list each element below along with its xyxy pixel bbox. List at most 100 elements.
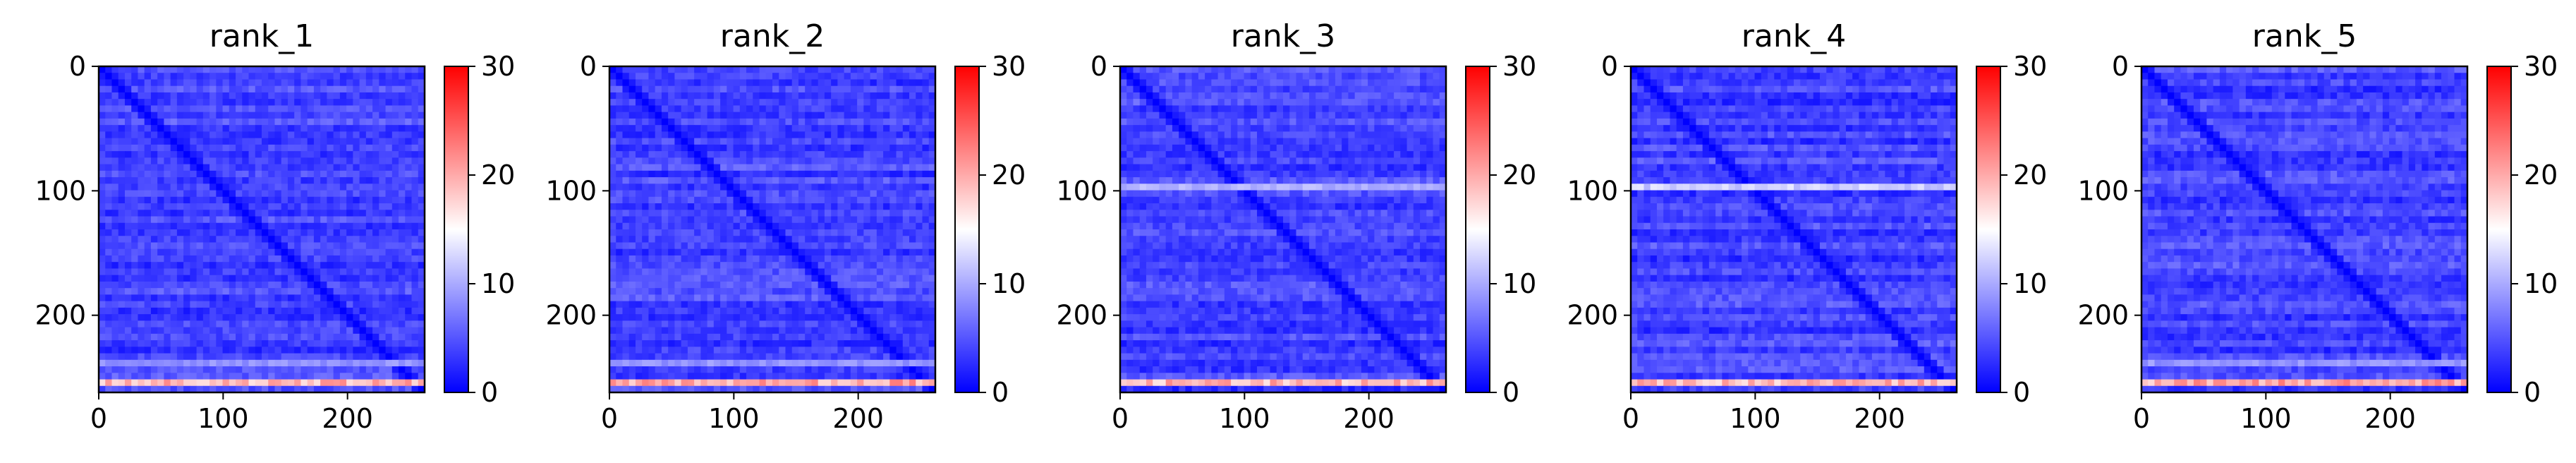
- heatmap-cell: [164, 340, 171, 347]
- heatmap-cell: [222, 255, 230, 263]
- heatmap-cell: [896, 262, 904, 270]
- heatmap-cell: [863, 151, 871, 158]
- heatmap-cell: [772, 203, 779, 210]
- heatmap-cell: [236, 190, 243, 198]
- heatmap-cell: [837, 85, 845, 93]
- heatmap-cell: [418, 359, 425, 367]
- heatmap-cell: [190, 294, 198, 302]
- heatmap-cell: [628, 333, 636, 341]
- heatmap-cell: [707, 301, 715, 308]
- heatmap-cell: [635, 210, 643, 217]
- heatmap-cell: [616, 79, 624, 87]
- heatmap-cell: [176, 79, 184, 87]
- heatmap-cell: [772, 222, 779, 230]
- heatmap-cell: [138, 262, 145, 270]
- heatmap-cell: [176, 73, 184, 80]
- heatmap-cell: [922, 288, 930, 295]
- heatmap-cell: [922, 138, 930, 145]
- heatmap-cell: [818, 157, 825, 165]
- heatmap-cell: [365, 79, 373, 87]
- heatmap-cell: [889, 366, 897, 373]
- heatmap-cell: [870, 314, 877, 321]
- heatmap-cell: [818, 222, 825, 230]
- heatmap-cell: [209, 320, 217, 328]
- heatmap-cell: [313, 66, 321, 73]
- heatmap-cell: [733, 347, 741, 354]
- heatmap-cell: [202, 131, 210, 139]
- heatmap-cell: [411, 262, 419, 270]
- heatmap-cell: [791, 138, 799, 145]
- heatmap-cell: [294, 184, 302, 191]
- heatmap-cell: [99, 385, 106, 393]
- heatmap-cell: [902, 73, 910, 80]
- heatmap-cell: [255, 92, 262, 100]
- heatmap-cell: [124, 281, 132, 289]
- heatmap-cell: [648, 229, 656, 236]
- heatmap-cell: [281, 385, 288, 393]
- heatmap-cell: [216, 190, 224, 198]
- heatmap-cell: [202, 327, 210, 335]
- heatmap-cell: [294, 216, 302, 224]
- heatmap-cell: [746, 105, 753, 113]
- heatmap-cell: [681, 248, 688, 256]
- heatmap-cell: [372, 385, 379, 393]
- heatmap-cell: [333, 99, 341, 107]
- heatmap-cell: [922, 275, 930, 282]
- heatmap-cell: [765, 281, 773, 289]
- heatmap-cell: [922, 320, 930, 328]
- heatmap-cell: [928, 164, 936, 172]
- heatmap-cell: [274, 236, 282, 243]
- heatmap-cell: [183, 190, 190, 198]
- heatmap-cell: [661, 170, 669, 178]
- heatmap-cell: [229, 347, 236, 354]
- heatmap-cell: [196, 320, 204, 328]
- heatmap-cell: [379, 125, 387, 132]
- heatmap-cell: [694, 366, 701, 373]
- heatmap-cell: [687, 327, 695, 335]
- heatmap-cell: [365, 294, 373, 302]
- heatmap-cell: [720, 347, 727, 354]
- heatmap-cell: [928, 307, 936, 315]
- heatmap-cell: [883, 281, 890, 289]
- heatmap-cell: [405, 379, 413, 387]
- heatmap-cell: [372, 184, 379, 191]
- heatmap-cell: [922, 281, 930, 289]
- heatmap-cell: [202, 125, 210, 132]
- heatmap-cell: [616, 105, 624, 113]
- heatmap-cell: [720, 255, 727, 263]
- heatmap-cell: [150, 216, 158, 224]
- heatmap-cell: [687, 307, 695, 315]
- heatmap-cell: [164, 99, 171, 107]
- heatmap-cell: [281, 275, 288, 282]
- heatmap-cell: [190, 379, 198, 387]
- heatmap-cell: [681, 157, 688, 165]
- heatmap-cell: [353, 112, 360, 119]
- heatmap-cell: [902, 307, 910, 315]
- heatmap-cell: [628, 144, 636, 152]
- heatmap-cell: [609, 242, 616, 250]
- heatmap-cell: [222, 229, 230, 236]
- heatmap-cell: [707, 144, 715, 152]
- heatmap-cell: [313, 138, 321, 145]
- heatmap-cell: [713, 314, 721, 321]
- heatmap-cell: [798, 190, 806, 198]
- heatmap-cell: [928, 327, 936, 335]
- heatmap-cell: [353, 92, 360, 100]
- heatmap-cell: [876, 379, 884, 387]
- heatmap-cell: [124, 301, 132, 308]
- heatmap-cell: [765, 131, 773, 139]
- heatmap-cell: [765, 379, 773, 387]
- heatmap-cell: [753, 216, 760, 224]
- heatmap-cell: [700, 373, 708, 380]
- heatmap-cell: [294, 268, 302, 276]
- heatmap-cell: [353, 203, 360, 210]
- heatmap-cell: [655, 294, 662, 302]
- heatmap-cell: [320, 170, 327, 178]
- heatmap-cell: [707, 138, 715, 145]
- heatmap-cell: [365, 229, 373, 236]
- heatmap-cell: [313, 281, 321, 289]
- heatmap-cell: [294, 327, 302, 335]
- heatmap-cell: [700, 288, 708, 295]
- heatmap-cell: [236, 333, 243, 341]
- heatmap-cell: [687, 79, 695, 87]
